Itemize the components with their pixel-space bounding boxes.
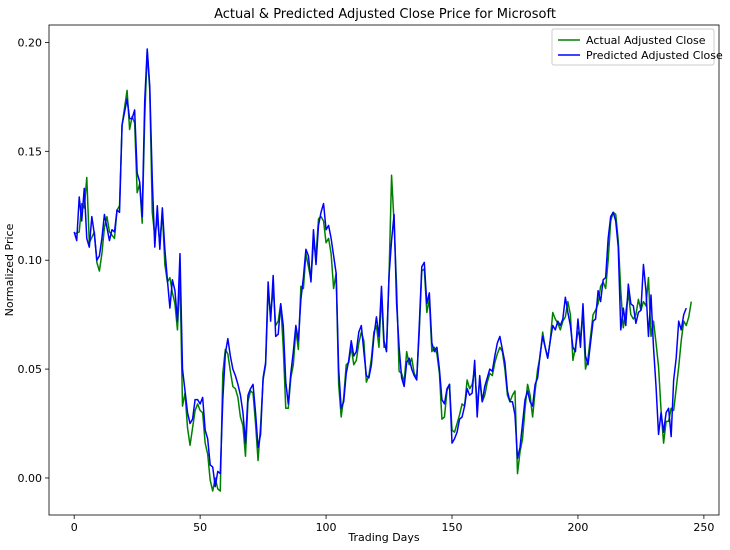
legend-box bbox=[551, 28, 715, 66]
x-axis: 0 50 100 150 200 250 bbox=[71, 515, 714, 534]
x-tick-label: 250 bbox=[693, 521, 714, 534]
legend: Actual Adjusted Close Predicted Adjusted… bbox=[551, 28, 723, 66]
x-tick-label: 150 bbox=[442, 521, 463, 534]
series-group bbox=[73, 48, 693, 492]
plot-area bbox=[48, 24, 720, 516]
x-tick-label: 50 bbox=[193, 521, 207, 534]
legend-label-predicted: Predicted Adjusted Close bbox=[586, 49, 723, 62]
legend-label-actual: Actual Adjusted Close bbox=[586, 34, 706, 47]
y-tick-label: 0.10 bbox=[18, 254, 43, 267]
x-axis-title: Trading Days bbox=[347, 531, 420, 544]
x-tick-label: 100 bbox=[316, 521, 337, 534]
plot-frame bbox=[48, 24, 720, 516]
x-tick-label: 200 bbox=[567, 521, 588, 534]
y-tick-label: 0.15 bbox=[18, 145, 43, 158]
series-line-predicted bbox=[73, 48, 687, 488]
x-tick-label: 0 bbox=[71, 521, 78, 534]
y-axis: 0.00 0.05 0.10 0.15 0.20 bbox=[18, 36, 49, 485]
y-tick-label: 0.20 bbox=[18, 36, 43, 49]
y-tick-label: 0.00 bbox=[18, 472, 43, 485]
y-axis-title: Normalized Price bbox=[3, 223, 16, 316]
chart-title: Actual & Predicted Adjusted Close Price … bbox=[214, 7, 556, 22]
y-tick-label: 0.05 bbox=[18, 363, 43, 376]
